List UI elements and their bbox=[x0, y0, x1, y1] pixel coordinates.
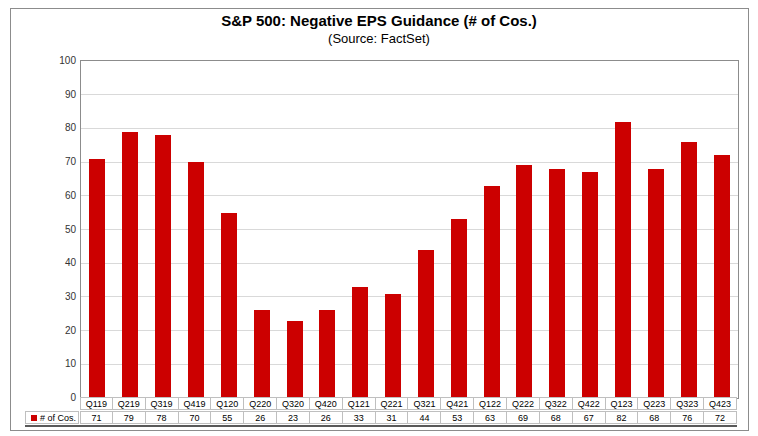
value-cell-Q419: 70 bbox=[178, 411, 212, 424]
value-cell-Q422: 67 bbox=[572, 411, 606, 424]
y-tick-label-0: 0 bbox=[34, 393, 76, 403]
category-cell-Q221: Q221 bbox=[375, 397, 409, 410]
bar-Q122 bbox=[484, 186, 500, 398]
bar-Q420 bbox=[319, 310, 335, 398]
bar-Q222 bbox=[516, 165, 532, 398]
y-tick-label-80: 80 bbox=[34, 123, 76, 133]
value-cell-Q423: 72 bbox=[703, 411, 737, 424]
y-tick-label-10: 10 bbox=[34, 359, 76, 369]
bar-Q321 bbox=[418, 250, 434, 398]
value-cell-Q319: 78 bbox=[145, 411, 179, 424]
bar-Q219 bbox=[122, 132, 138, 398]
y-tick-label-20: 20 bbox=[34, 326, 76, 336]
category-cell-Q419: Q419 bbox=[178, 397, 212, 410]
value-cell-Q321: 44 bbox=[407, 411, 441, 424]
value-cell-Q119: 71 bbox=[80, 411, 113, 424]
gridline-y-70 bbox=[81, 162, 738, 163]
bar-Q120 bbox=[221, 213, 237, 398]
y-tick-label-50: 50 bbox=[34, 225, 76, 235]
value-cell-Q222: 69 bbox=[506, 411, 540, 424]
bar-Q221 bbox=[385, 294, 401, 398]
gridline-y-20 bbox=[81, 330, 738, 331]
chart-page: S&P 500: Negative EPS Guidance (# of Cos… bbox=[0, 0, 758, 436]
category-cell-Q120: Q120 bbox=[210, 397, 244, 410]
gridline-y-40 bbox=[81, 263, 738, 264]
category-label-row: Q119Q219Q319Q419Q120Q220Q320Q420Q121Q221… bbox=[80, 397, 737, 410]
y-tick-label-60: 60 bbox=[34, 191, 76, 201]
bar-Q319 bbox=[155, 135, 171, 398]
category-cell-Q421: Q421 bbox=[440, 397, 474, 410]
bar-Q323 bbox=[681, 142, 697, 398]
value-cell-Q122: 63 bbox=[473, 411, 507, 424]
gridline-y-30 bbox=[81, 296, 738, 297]
bar-Q119 bbox=[89, 159, 105, 398]
bar-Q421 bbox=[451, 219, 467, 398]
value-cell-Q221: 31 bbox=[375, 411, 409, 424]
value-cell-Q320: 23 bbox=[276, 411, 310, 424]
value-cell-Q323: 76 bbox=[670, 411, 704, 424]
category-cell-Q222: Q222 bbox=[506, 397, 540, 410]
bar-Q419 bbox=[188, 162, 204, 398]
y-tick-label-30: 30 bbox=[34, 292, 76, 302]
category-cell-Q323: Q323 bbox=[670, 397, 704, 410]
y-tick-label-70: 70 bbox=[34, 157, 76, 167]
value-cell-Q322: 68 bbox=[539, 411, 573, 424]
data-table-value-row: 7179787055262326333144536369686782687672 bbox=[80, 411, 737, 424]
value-cell-Q421: 53 bbox=[440, 411, 474, 424]
gridline-y-90 bbox=[81, 94, 738, 95]
y-tick-label-90: 90 bbox=[34, 90, 76, 100]
legend-cell: # of Cos. bbox=[25, 411, 79, 424]
category-cell-Q122: Q122 bbox=[473, 397, 507, 410]
bar-Q422 bbox=[582, 172, 598, 398]
plot-area bbox=[80, 60, 739, 399]
category-cell-Q119: Q119 bbox=[80, 397, 113, 410]
y-tick-label-40: 40 bbox=[34, 258, 76, 268]
value-cell-Q120: 55 bbox=[210, 411, 244, 424]
value-cell-Q220: 26 bbox=[243, 411, 277, 424]
category-cell-Q320: Q320 bbox=[276, 397, 310, 410]
category-cell-Q123: Q123 bbox=[605, 397, 639, 410]
value-cell-Q420: 26 bbox=[309, 411, 343, 424]
table-bottom-border bbox=[25, 425, 737, 427]
category-cell-Q220: Q220 bbox=[243, 397, 277, 410]
value-cell-Q219: 79 bbox=[112, 411, 146, 424]
value-cell-Q121: 33 bbox=[342, 411, 376, 424]
gridline-y-60 bbox=[81, 195, 738, 196]
category-cell-Q423: Q423 bbox=[703, 397, 737, 410]
chart-subtitle: (Source: FactSet) bbox=[0, 31, 758, 46]
legend-series-marker-icon bbox=[31, 415, 37, 421]
gridline-y-10 bbox=[81, 364, 738, 365]
category-cell-Q223: Q223 bbox=[637, 397, 671, 410]
value-cell-Q223: 68 bbox=[637, 411, 671, 424]
category-cell-Q322: Q322 bbox=[539, 397, 573, 410]
category-cell-Q319: Q319 bbox=[145, 397, 179, 410]
bar-Q220 bbox=[254, 310, 270, 398]
value-cell-Q123: 82 bbox=[605, 411, 639, 424]
category-cell-Q422: Q422 bbox=[572, 397, 606, 410]
category-cell-Q219: Q219 bbox=[112, 397, 146, 410]
bar-Q121 bbox=[352, 287, 368, 398]
chart-title: S&P 500: Negative EPS Guidance (# of Cos… bbox=[0, 12, 758, 29]
legend-label: # of Cos. bbox=[40, 413, 76, 423]
bar-Q423 bbox=[714, 155, 730, 398]
category-cell-Q321: Q321 bbox=[407, 397, 441, 410]
category-cell-Q121: Q121 bbox=[342, 397, 376, 410]
bar-Q320 bbox=[287, 321, 303, 399]
category-cell-Q420: Q420 bbox=[309, 397, 343, 410]
bar-Q322 bbox=[549, 169, 565, 398]
bar-Q123 bbox=[615, 122, 631, 398]
y-tick-label-100: 100 bbox=[34, 56, 76, 66]
bar-Q223 bbox=[648, 169, 664, 398]
gridline-y-50 bbox=[81, 229, 738, 230]
gridline-y-80 bbox=[81, 128, 738, 129]
